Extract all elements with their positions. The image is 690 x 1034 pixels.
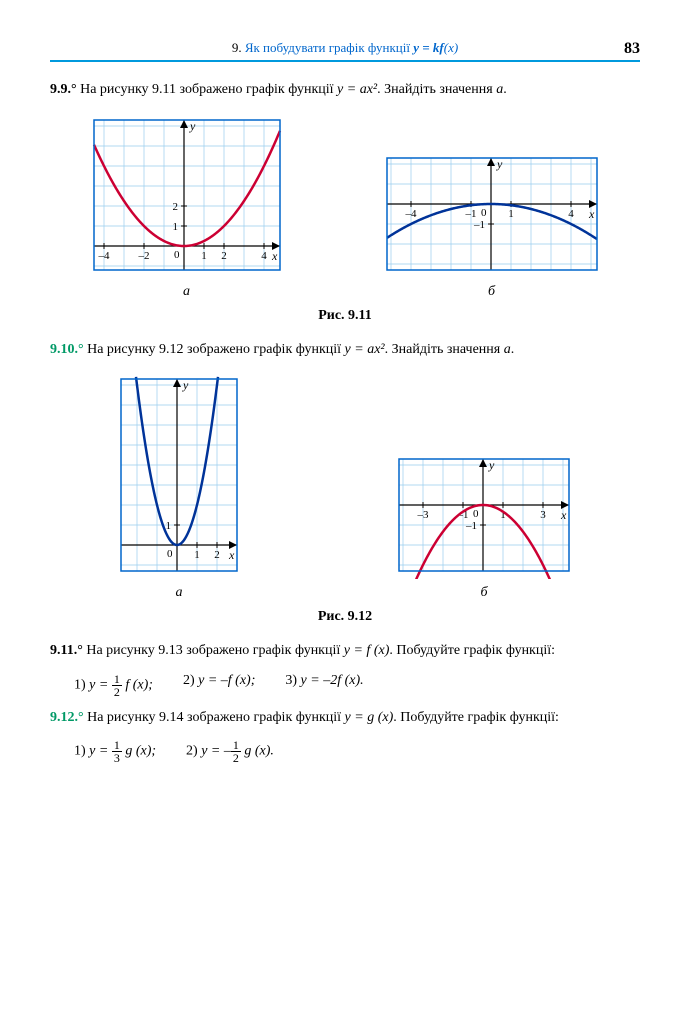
fig-label-a: а	[113, 585, 245, 601]
svg-text:2: 2	[214, 549, 220, 561]
ex-formula: y = ax²	[345, 342, 385, 357]
figure-9-12-row: xy0121 а xy0–3–113–1 б	[50, 371, 640, 601]
svg-text:0: 0	[167, 548, 173, 560]
ex-text-c: .	[503, 82, 507, 97]
svg-text:0: 0	[481, 207, 487, 219]
svg-text:–4: –4	[97, 250, 110, 262]
svg-text:4: 4	[261, 250, 267, 262]
ex-formula: y = g (x)	[345, 710, 394, 725]
exercise-9-9: 9.9.° На рисунку 9.11 зображено графік ф…	[50, 80, 640, 100]
chart-912b: xy0–3–113–1	[391, 451, 577, 579]
exercise-9-12: 9.12.° На рисунку 9.14 зображено графік …	[50, 708, 640, 728]
svg-text:y: y	[182, 378, 189, 392]
ex-var: a	[504, 342, 511, 357]
ex912-parts: 1) y = 13 g (x); 2) y = –12 g (x).	[50, 739, 640, 764]
svg-text:y: y	[189, 119, 196, 133]
header-formula-rhs: (x)	[444, 40, 458, 56]
ex-text-b: . Побудуйте графік функції:	[389, 643, 555, 658]
ex-formula: y = f (x)	[344, 643, 390, 658]
exercise-9-10: 9.10.° На рисунку 9.12 зображено графік …	[50, 340, 640, 360]
svg-text:2: 2	[172, 201, 178, 213]
fig-caption-911: Рис. 9.11	[50, 308, 640, 324]
part-2: 2) y = –12 g (x).	[186, 739, 274, 764]
part-1: 1) y = 12 f (x);	[74, 673, 153, 698]
svg-text:–1: –1	[473, 219, 485, 231]
part-3: 3) y = –2f (x).	[285, 673, 363, 698]
part-2: 2) y = –f (x);	[183, 673, 255, 698]
ex-num: 9.11.°	[50, 643, 83, 658]
fig-9-11-a: x y 0 –4 –2 1 2 4 1 2 а	[86, 112, 288, 300]
svg-text:x: x	[228, 548, 235, 562]
fig-caption-912: Рис. 9.12	[50, 609, 640, 625]
header-section: 9.	[232, 40, 242, 56]
figure-9-11-row: xy0–4–212412 а xy0–4–114–1 б	[50, 112, 640, 300]
ex-text-b: . Знайдіть значення	[385, 342, 504, 357]
ex-text-c: .	[511, 342, 515, 357]
svg-text:x: x	[588, 207, 595, 221]
fig-9-12-a: x y 0 1 2 1 а	[113, 371, 245, 601]
header-formula-lhs: y = kf	[413, 40, 444, 56]
fig-label-b: б	[391, 585, 577, 601]
svg-text:4: 4	[568, 208, 574, 220]
ex-num: 9.12.°	[50, 710, 84, 725]
svg-text:y: y	[496, 157, 503, 171]
ex-text: На рисунку 9.11 зображено графік функції	[80, 82, 337, 97]
header-title: Як побудувати графік функції	[245, 40, 410, 56]
ex-text: На рисунку 9.13 зображено графік функції	[86, 643, 343, 658]
fig-9-12-b: xy0–3–113–1 б	[391, 451, 577, 601]
part-1: 1) y = 13 g (x);	[74, 739, 156, 764]
fig-9-11-b: xy0–4–114–1 б	[379, 150, 605, 300]
ex-formula: y = ax²	[337, 82, 377, 97]
svg-text:2: 2	[221, 250, 227, 262]
ex911-parts: 1) y = 12 f (x); 2) y = –f (x); 3) y = –…	[50, 673, 640, 698]
svg-text:1: 1	[166, 520, 172, 532]
header-rule	[50, 60, 640, 62]
svg-text:1: 1	[201, 250, 207, 262]
fig-label-b: б	[379, 284, 605, 300]
chart-911b: xy0–4–114–1	[379, 150, 605, 278]
page-number: 83	[624, 40, 640, 58]
fig-label-a: а	[86, 284, 288, 300]
svg-text:1: 1	[508, 208, 514, 220]
ex-num: 9.10.°	[50, 342, 84, 357]
svg-text:1: 1	[172, 221, 178, 233]
ex-text-b: . Знайдіть значення	[377, 82, 496, 97]
ex-text: На рисунку 9.12 зображено графік функції	[87, 342, 344, 357]
svg-text:0: 0	[174, 249, 180, 261]
svg-text:y: y	[488, 458, 495, 472]
svg-text:–1: –1	[465, 520, 477, 532]
svg-text:–3: –3	[417, 509, 430, 521]
ex-text-b: . Побудуйте графік функції:	[393, 710, 559, 725]
svg-text:0: 0	[473, 508, 479, 520]
svg-text:x: x	[271, 249, 278, 263]
svg-text:–4: –4	[404, 208, 417, 220]
chart-911a: x y 0 –4 –2 1 2 4 1 2	[86, 112, 288, 278]
ex-num: 9.9.°	[50, 82, 77, 97]
page-header: 9. Як побудувати графік функції y = kf (…	[50, 40, 640, 56]
svg-text:1: 1	[194, 549, 200, 561]
chart-912a: x y 0 1 2 1	[113, 371, 245, 579]
exercise-9-11: 9.11.° На рисунку 9.13 зображено графік …	[50, 641, 640, 661]
svg-text:3: 3	[540, 509, 546, 521]
svg-text:x: x	[560, 508, 567, 522]
svg-text:–2: –2	[137, 250, 149, 262]
ex-text: На рисунку 9.14 зображено графік функції	[87, 710, 344, 725]
